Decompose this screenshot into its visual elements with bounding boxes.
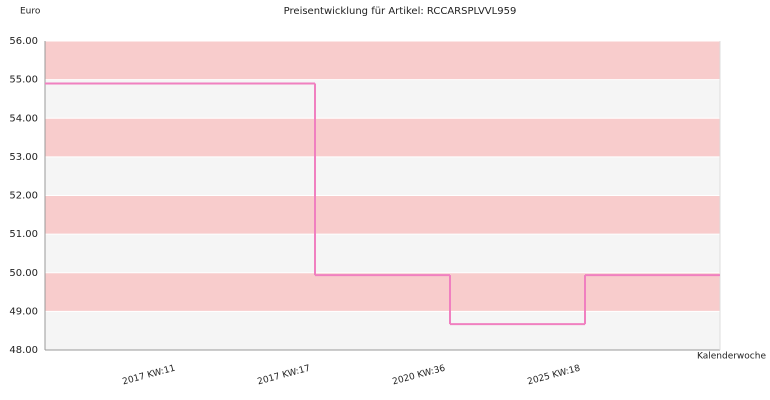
- x-tick-label: 2025 KW:18: [526, 364, 581, 388]
- band: [45, 311, 720, 350]
- y-tick-label: 48.00: [9, 345, 38, 356]
- y-axis-title: Euro: [20, 7, 41, 17]
- y-tick-label: 51.00: [9, 229, 38, 240]
- x-axis-title: Kalenderwoche: [697, 352, 766, 362]
- band: [45, 272, 720, 312]
- band: [45, 41, 720, 80]
- y-tick-label: 55.00: [9, 75, 38, 86]
- x-tick-label: 2020 KW:36: [391, 364, 446, 388]
- y-tick-label: 54.00: [9, 113, 38, 124]
- y-tick-label: 52.00: [9, 191, 38, 202]
- x-tick-label: 2017 KW:11: [121, 364, 176, 388]
- band: [45, 156, 720, 196]
- band: [45, 79, 720, 119]
- band: [45, 118, 720, 157]
- band: [45, 234, 720, 273]
- x-tick-label: 2017 KW:17: [256, 364, 311, 388]
- y-tick-label: 49.00: [9, 306, 38, 317]
- chart-title: Preisentwicklung für Artikel: RCCARSPLVV…: [284, 6, 517, 17]
- y-tick-label: 56.00: [9, 36, 38, 47]
- y-tick-label: 53.00: [9, 152, 38, 163]
- y-tick-label: 50.00: [9, 268, 38, 279]
- band: [45, 195, 720, 235]
